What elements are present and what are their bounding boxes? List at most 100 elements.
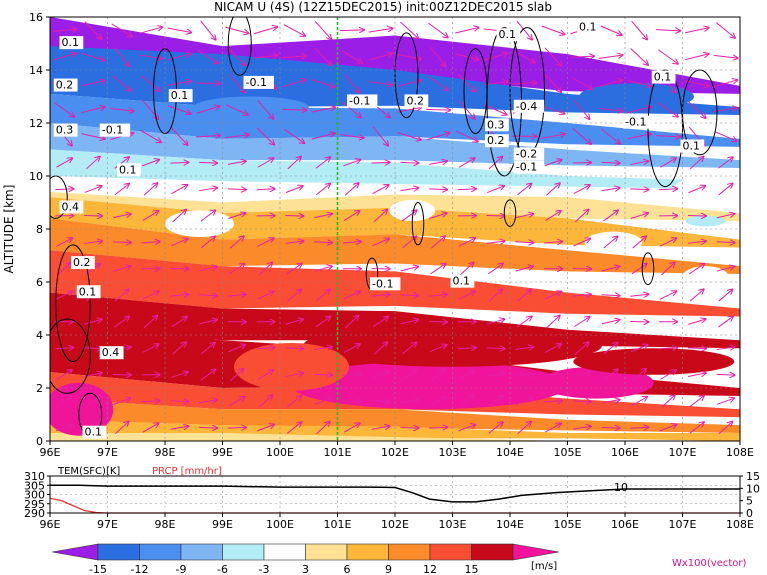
- main-grid: [50, 17, 740, 441]
- contour-label: 0.2: [407, 94, 425, 107]
- wind-vector: [603, 369, 617, 381]
- wind-vector: [172, 210, 186, 223]
- wind-vector: [372, 126, 388, 146]
- wind-vector: [661, 395, 674, 408]
- wind-vector: [455, 27, 478, 34]
- wind-vector: [400, 267, 418, 272]
- wind-vector: [283, 24, 305, 36]
- wind-vector: [455, 130, 478, 141]
- wind-vector: [84, 21, 102, 39]
- contour-label-box: [496, 17, 521, 20]
- wind-vector: [114, 289, 129, 302]
- contour-label-box: [243, 75, 274, 89]
- wind-vector: [342, 101, 361, 117]
- y-tick-label: 12: [29, 117, 43, 130]
- contour-line: [463, 48, 488, 135]
- wind-vector: [428, 22, 447, 37]
- wind-vector: [111, 23, 132, 37]
- wind-vector: [601, 400, 620, 403]
- wind-vector: [227, 189, 246, 190]
- wind-vector: [343, 73, 359, 93]
- wind-vector: [257, 158, 274, 168]
- wind-vector: [685, 80, 708, 86]
- wind-vector: [660, 370, 675, 380]
- wind-vector: [687, 101, 705, 118]
- contour-label-box: [370, 277, 401, 291]
- wind-vector: [141, 242, 160, 243]
- wind-vector: [430, 397, 446, 407]
- wind-vector: [256, 127, 274, 145]
- wind-vector: [572, 294, 591, 296]
- wind-vector: [689, 157, 703, 170]
- wind-vector: [258, 395, 272, 408]
- surface-left-tick-label: 300: [24, 489, 45, 502]
- wind-vector: [256, 348, 275, 349]
- wind-vector: [373, 210, 387, 223]
- wind-vector: [429, 189, 447, 190]
- wind-vector: [400, 320, 419, 325]
- contour-labels: 0.10.20.3 -0.10.10.40.20.10.40.10.1-0.1-0…: [53, 17, 705, 439]
- contour-label: 0.4: [62, 200, 80, 213]
- wind-vector: [314, 47, 331, 65]
- wind-vector: [228, 73, 245, 92]
- wind-vector: [429, 213, 447, 219]
- precipitation-legend: PRCP [mm/hr]: [152, 466, 222, 477]
- wind-vector: [257, 100, 274, 119]
- contour-label-box: [577, 20, 601, 34]
- wind-vector: [486, 241, 505, 243]
- contour-label: -0.1: [516, 161, 537, 174]
- contour-label: 0.1: [683, 140, 701, 153]
- wind-vector: [81, 52, 105, 60]
- wind-vector: [225, 104, 248, 115]
- wind-vector: [601, 266, 619, 272]
- wind-vector: [81, 107, 104, 114]
- wind-vector: [574, 210, 588, 223]
- colorbar-swatch: [305, 543, 348, 561]
- wind-vector: [170, 239, 188, 247]
- wind-vector: [315, 184, 330, 196]
- wind-vector: [544, 160, 562, 167]
- surface-left-tick-label: 290: [24, 507, 45, 520]
- wind-vector: [689, 264, 704, 275]
- contour-line: [55, 244, 91, 363]
- wind-vector: [343, 423, 360, 433]
- wind-vector: [486, 319, 504, 325]
- contour-label-box: [347, 94, 378, 108]
- wind-vector: [344, 183, 358, 196]
- wind-vector: [228, 345, 246, 353]
- contour-label-box: [59, 200, 84, 214]
- wind-vector: [167, 105, 191, 114]
- wind-vector: [55, 348, 73, 349]
- x-tick-label: 102E: [381, 446, 409, 459]
- wind-vector: [572, 401, 591, 402]
- x-tick-label: 108E: [726, 446, 754, 459]
- wind-vector: [170, 162, 188, 163]
- wind-vector: [457, 348, 476, 349]
- wind-vector: [142, 423, 159, 433]
- wind-vector: [627, 107, 651, 114]
- wind-vector: [228, 213, 245, 219]
- wind-vector: [52, 53, 76, 61]
- wind-vector: [487, 264, 503, 275]
- wind-vector: [314, 398, 332, 405]
- contour-label: -0.2: [516, 147, 537, 160]
- colorbar-swatch: [388, 543, 431, 561]
- wind-vector: [431, 369, 445, 382]
- wind-vector: [314, 20, 331, 39]
- contour-label: 0.3: [56, 124, 74, 137]
- wind-vector: [56, 158, 73, 168]
- shading-detail: [671, 176, 740, 208]
- wind-vector: [342, 242, 361, 243]
- wind-vector: [599, 25, 622, 35]
- wind-vector: [140, 129, 161, 142]
- wind-vector: [113, 266, 130, 272]
- wind-vector: [397, 132, 421, 140]
- wind-vector: [630, 345, 648, 353]
- wind-vector: [371, 294, 390, 296]
- wind-vector: [141, 75, 160, 91]
- wind-vector: [84, 215, 102, 216]
- wind-vectors: [52, 20, 737, 435]
- wind-vector: [114, 317, 130, 328]
- contour-label: 0.2: [56, 79, 74, 92]
- x-tick-label: 98E: [155, 446, 176, 459]
